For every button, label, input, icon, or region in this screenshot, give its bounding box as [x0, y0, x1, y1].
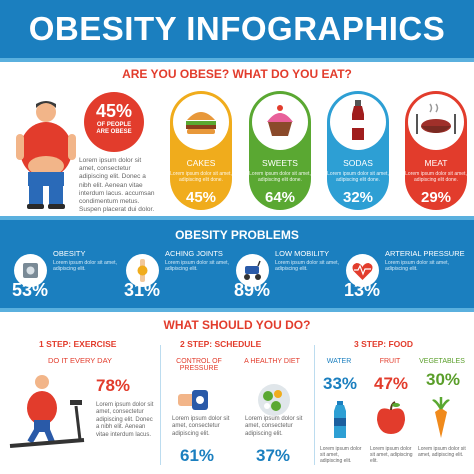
exercise-percent: 78% — [96, 376, 131, 395]
food-percent: 64% — [264, 189, 296, 206]
schedule-description-2: Lorem ipsum dolor sit amet, consectetur … — [245, 416, 303, 437]
schedule-item-diet: A HEALTHY DIET — [244, 358, 300, 365]
page-title: OBESITY INFOGRAPHICS — [28, 10, 446, 47]
apple-icon — [377, 401, 405, 434]
obese-percent: 45% — [95, 101, 133, 121]
food-description: Lorem ipsum dolor sit amet, adipiscing e… — [170, 171, 232, 183]
food-percent-fruit: 47% — [374, 374, 409, 393]
header-stripe — [0, 58, 474, 62]
food-description: Lorem ipsum dolor sit amet, adipiscing e… — [327, 171, 389, 183]
header: OBESITY INFOGRAPHICS — [0, 0, 474, 58]
food-label: SODAS — [343, 158, 373, 168]
schedule-heading: 2 STEP: SCHEDULE — [180, 339, 262, 349]
problem-name: ACHING JOINTS — [165, 249, 223, 258]
problem-name: ARTERIAL PRESSURE — [385, 249, 465, 258]
section1-title: ARE YOU OBESE? WHAT DO YOU EAT? — [122, 67, 352, 81]
schedule-percent-1: 61% — [180, 446, 215, 465]
band-stripe-bottom — [0, 308, 474, 312]
exercise-heading: 1 STEP: EXERCISE — [39, 339, 117, 349]
schedule-description-1: Lorem ipsum dolor sit amet, consectetur … — [172, 416, 230, 437]
problem-description: Lorem ipsum dolor sit amet, adipiscing el… — [275, 260, 340, 273]
exercise-description: Lorem ipsum dolor sit amet, consectetur … — [96, 402, 154, 438]
treadmill-runner-icon — [9, 375, 85, 448]
scale-icon — [14, 254, 47, 287]
schedule-percent-2: 37% — [256, 446, 291, 465]
food-label-fruit: FRUIT — [379, 358, 401, 365]
problem-name: LOW MOBILITY — [275, 249, 330, 258]
section2-title: OBESITY PROBLEMS — [175, 228, 299, 242]
blood-pressure-cuff-icon — [178, 390, 208, 410]
obese-percent-badge: 45% OF PEOPLE ARE OBESE — [84, 92, 144, 152]
food-percent: 29% — [420, 189, 452, 206]
food-description-vegetables: Lorem ipsum dolor sit amet, adipiscing e… — [418, 446, 466, 459]
food-description-water: Lorem ipsum dolor sit amet, adipiscing e… — [320, 446, 362, 465]
food-card-sodas: SODAS Lorem ipsum dolor sit amet, adipis… — [327, 91, 389, 210]
food-percent: 32% — [342, 189, 374, 206]
problem-percent: 89% — [234, 280, 271, 300]
food-percent: 45% — [185, 189, 217, 206]
food-label-water: WATER — [326, 358, 352, 365]
obese-man-icon — [16, 101, 76, 209]
food-percent-water: 33% — [323, 374, 358, 393]
healthy-plate-icon — [258, 384, 290, 416]
heart-pulse-icon — [346, 254, 379, 287]
food-label-vegetables: VEGETABLES — [419, 358, 465, 365]
food-label: CAKES — [186, 158, 216, 168]
food-description: Lorem ipsum dolor sit amet, adipiscing e… — [405, 171, 467, 183]
food-percent-vegetables: 30% — [426, 370, 461, 389]
food-card-cakes: CAKES Lorem ipsum dolor sit amet, adipis… — [170, 91, 232, 210]
column-divider — [314, 345, 315, 465]
band-stripe-top — [0, 216, 474, 220]
meat-plate-icon — [408, 94, 464, 150]
food-card-sweets: SWEETS Lorem ipsum dolor sit amet, adipi… — [249, 91, 311, 210]
problem-percent: 53% — [12, 280, 49, 300]
obese-caption: OF PEOPLE ARE OBESE — [96, 122, 132, 135]
schedule-item-pressure: CONTROL OF PRESSURE — [176, 358, 222, 372]
food-label: MEAT — [424, 158, 448, 168]
burger-icon — [173, 94, 229, 150]
soda-bottle-icon — [330, 94, 386, 150]
column-divider — [160, 345, 161, 465]
section3-title: WHAT SHOULD YOU DO? — [163, 318, 311, 332]
carrot-icon — [432, 397, 450, 438]
obese-description: Lorem ipsum dolor sit amet, consectetur … — [79, 157, 155, 214]
problem-percent: 13% — [344, 280, 381, 300]
food-label: SWEETS — [262, 158, 298, 168]
problem-description: Lorem ipsum dolor sit amet, adipiscing el… — [165, 260, 230, 273]
food-description: Lorem ipsum dolor sit amet, adipiscing e… — [249, 171, 311, 183]
food-description-fruit: Lorem ipsum dolor sit amet, adipiscing e… — [370, 446, 413, 465]
water-bottle-icon — [334, 401, 346, 438]
problem-percent: 31% — [124, 280, 161, 300]
food-card-meat: MEAT Lorem ipsum dolor sit amet, adipisc… — [405, 91, 467, 210]
food-step-heading: 3 STEP: FOOD — [354, 339, 414, 349]
cupcake-icon — [252, 94, 308, 150]
problem-description: Lorem ipsum dolor sit amet, adipiscing el… — [53, 260, 118, 273]
problem-description: Lorem ipsum dolor sit amet, adipiscing el… — [385, 260, 450, 273]
joint-icon — [126, 254, 159, 287]
exercise-sub: DO IT EVERY DAY — [48, 356, 113, 365]
mobility-scooter-icon — [236, 254, 269, 287]
problem-name: OBESITY — [53, 249, 86, 258]
